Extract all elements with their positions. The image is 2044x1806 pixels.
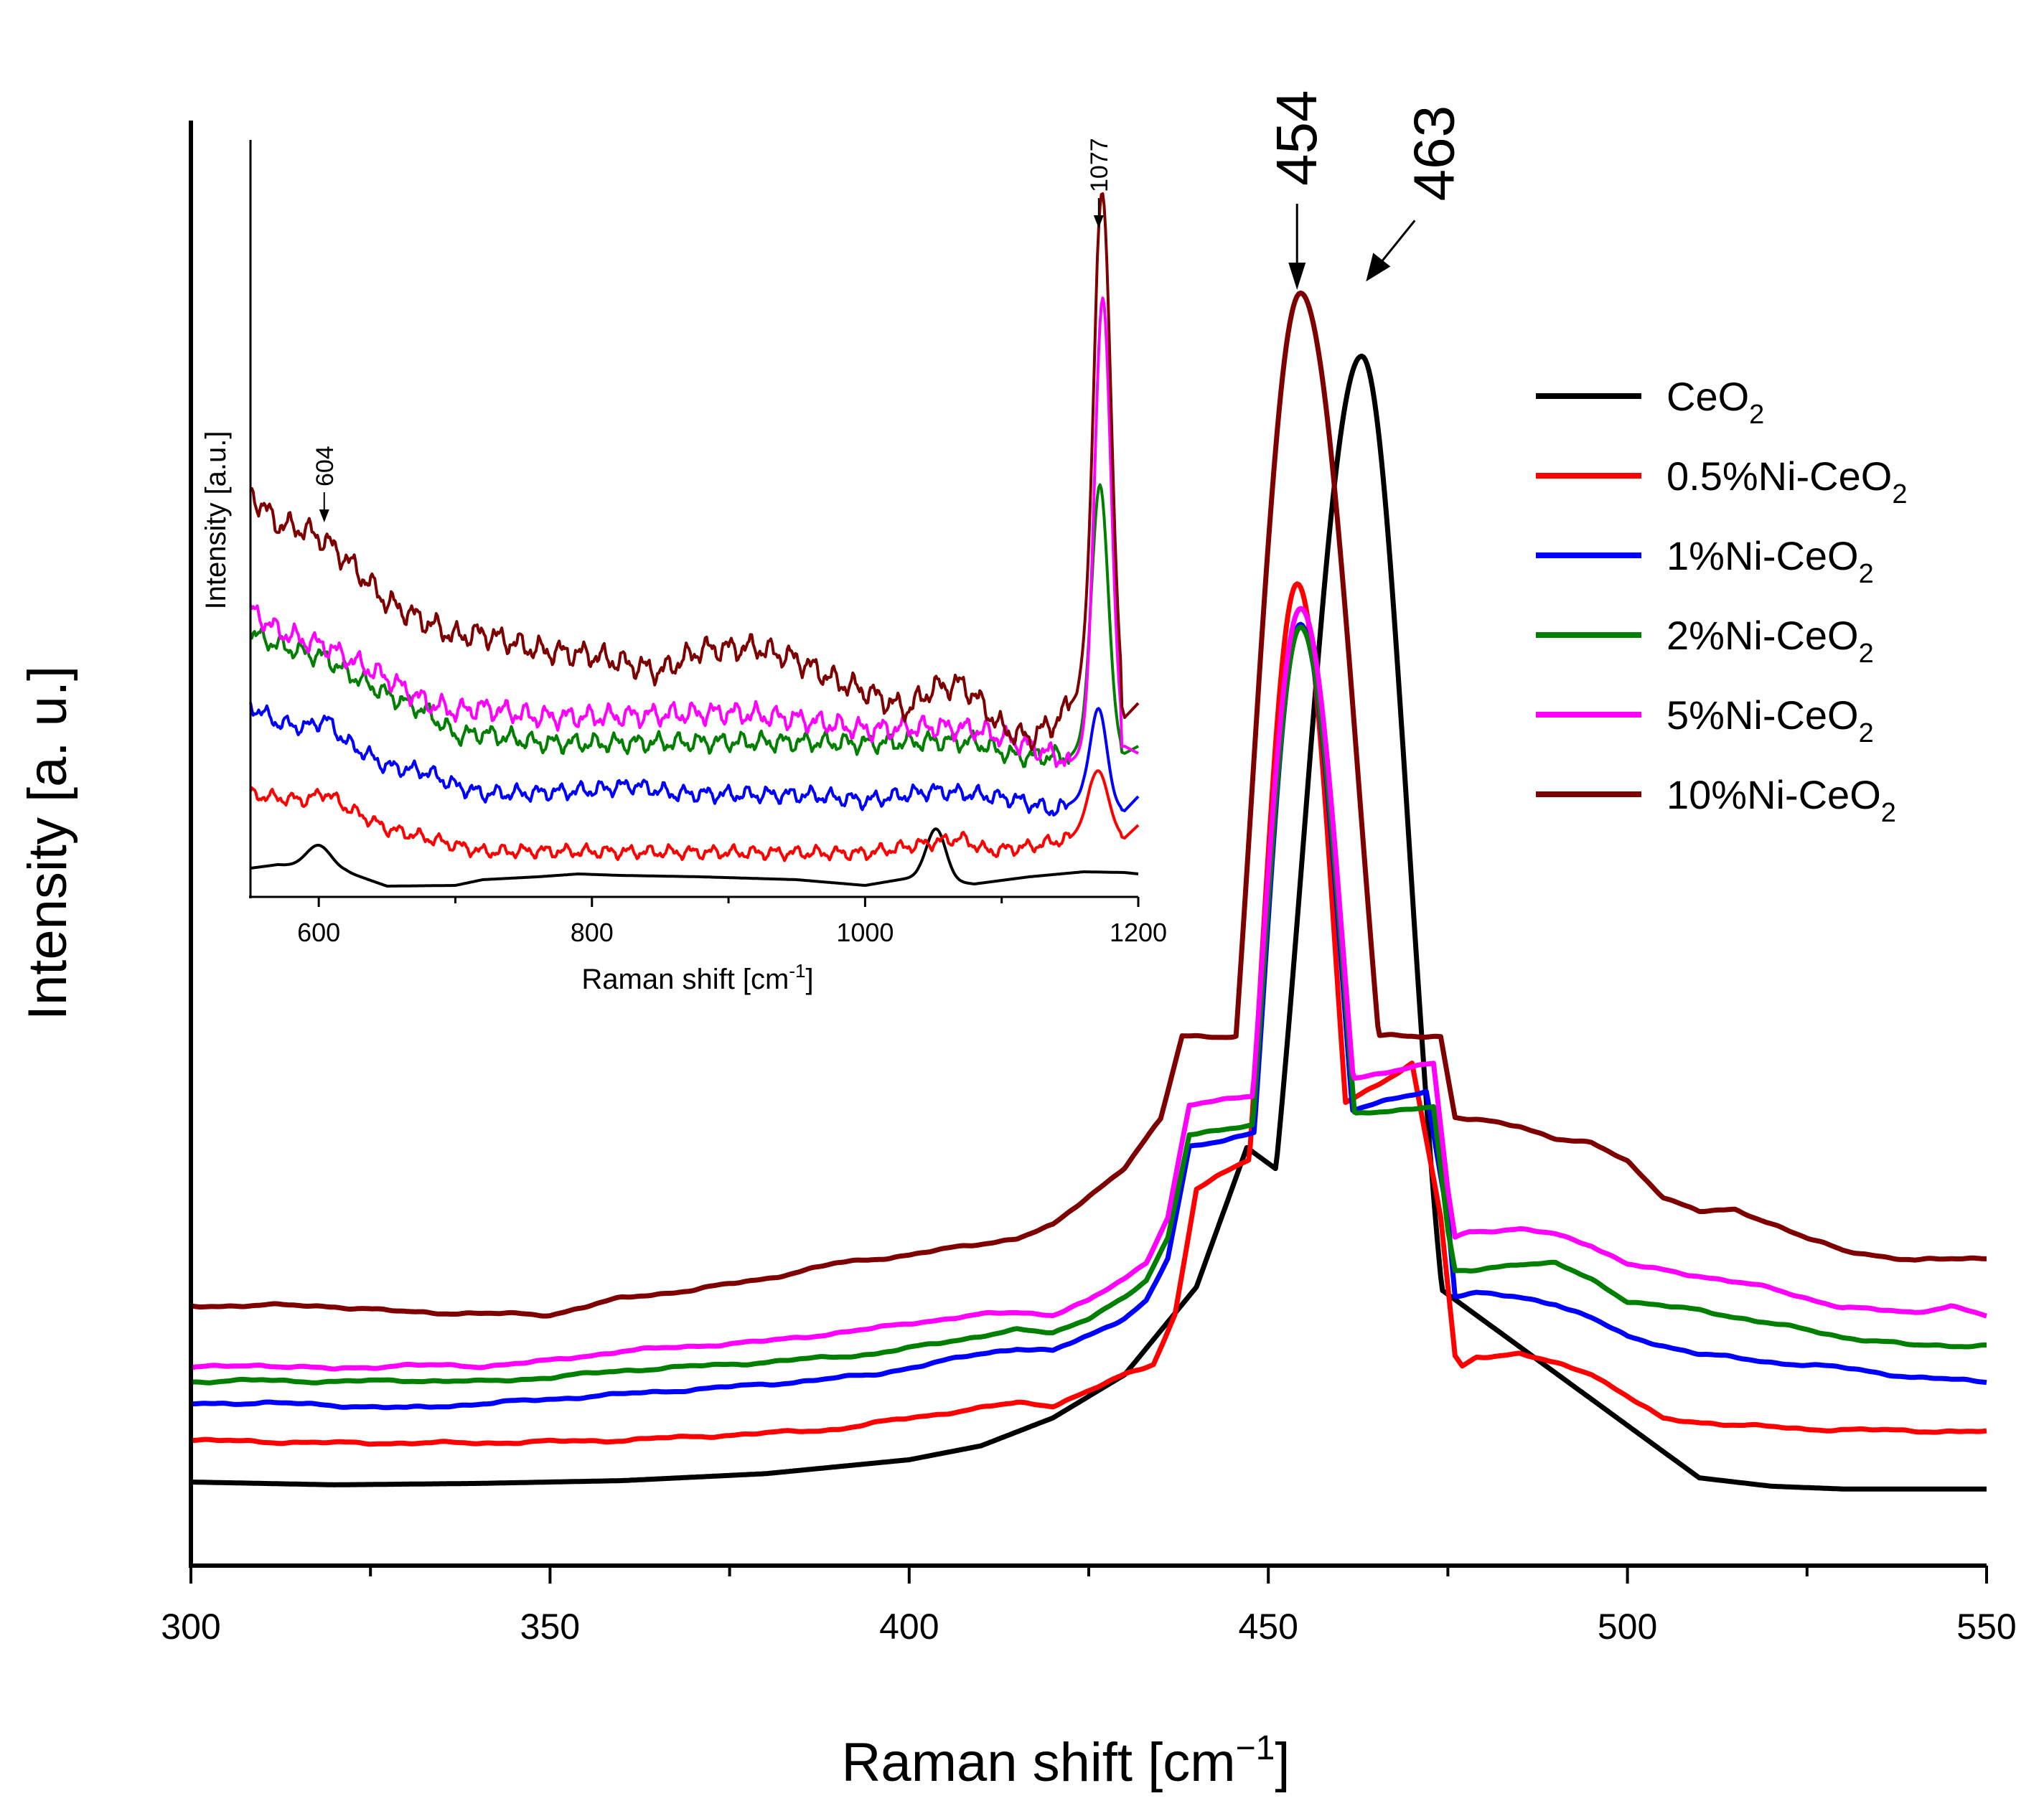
- inset-line-Ni1: [249, 702, 1140, 817]
- peak-label-463: 463: [1402, 105, 1466, 201]
- inset-peak-label-604: 604: [311, 446, 339, 486]
- inset-x-tick-label: 1200: [1110, 918, 1167, 947]
- arrow-463-head: [1366, 253, 1391, 282]
- main-x-tick-label: 300: [161, 1607, 220, 1647]
- main-line-CeO2: [190, 353, 1987, 1492]
- inset-peak-label-1077: 1077: [1086, 138, 1113, 192]
- main-line-Ni10: [190, 290, 1987, 1319]
- legend-label-Ni05: 0.5%Ni-CeO2: [1666, 453, 1907, 509]
- main-series-group: [190, 290, 1987, 1492]
- inset-x-axis-label: Raman shift [cm-1]: [581, 960, 813, 995]
- main-x-tick-label: 400: [879, 1607, 939, 1647]
- inset-x-ticks: 600 800 1000 1200: [297, 897, 1167, 947]
- main-x-axis-label: Raman shift [cm−1]: [842, 1729, 1290, 1793]
- main-line-Ni2: [190, 624, 1987, 1386]
- legend-label-Ni1: 1%Ni-CeO2: [1666, 533, 1874, 589]
- inset-x-tick-label: 800: [571, 918, 614, 947]
- inset-line-Ni05: [249, 769, 1140, 862]
- main-line-Ni5: [190, 606, 1987, 1372]
- inset-y-axis-label: Intensity [a.u.]: [200, 431, 232, 609]
- inset-arrow-head-1077: [1093, 215, 1104, 228]
- peak-label-454: 454: [1265, 90, 1328, 185]
- inset-line-Ni5: [249, 296, 1139, 768]
- inset-background: [249, 140, 1139, 897]
- main-plot: 300 350 400 450 500 550 Raman shift [cm−1] In…: [17, 90, 2017, 1793]
- arrow-463-shaft: [1378, 220, 1416, 266]
- inset-series-group: [249, 192, 1140, 888]
- inset-x-tick-label: 1000: [836, 918, 894, 947]
- main-x-tick-label: 350: [520, 1607, 580, 1647]
- inset-annotations: 604 1077: [311, 138, 1113, 522]
- main-x-tick-label: 550: [1956, 1607, 2016, 1647]
- main-line-Ni1: [190, 621, 1987, 1411]
- inset-plot: 600 800 1000 1200 Raman shift [cm-1] Intens…: [200, 138, 1167, 995]
- legend-label-Ni10: 10%Ni-CeO2: [1666, 772, 1896, 828]
- main-y-axis-label: Intensity [a. u.]: [17, 666, 78, 1020]
- main-line-Ni05: [190, 581, 1987, 1447]
- inset-line-Ni10: [249, 192, 1140, 752]
- inset-line-Ni2: [249, 483, 1139, 768]
- legend: CeO2 0.5%Ni-CeO2 1%Ni-CeO2 2%Ni-CeO2 5%Ni-Ce…: [1536, 374, 1907, 828]
- inset-x-tick-label: 600: [297, 918, 340, 947]
- legend-label-CeO2: CeO2: [1666, 374, 1764, 430]
- legend-label-Ni5: 5%Ni-CeO2: [1666, 692, 1874, 748]
- legend-label-Ni2: 2%Ni-CeO2: [1666, 613, 1874, 669]
- inset-arrow-head-604: [319, 509, 329, 522]
- arrow-454-head: [1288, 262, 1306, 290]
- inset-line-CeO2: [250, 827, 1139, 888]
- main-x-tick-label: 450: [1238, 1607, 1298, 1647]
- main-x-ticks: 300 350 400 450 500 550: [161, 1566, 2017, 1647]
- main-annotations: 454 463: [1265, 90, 1466, 290]
- main-x-tick-label: 500: [1598, 1607, 1657, 1647]
